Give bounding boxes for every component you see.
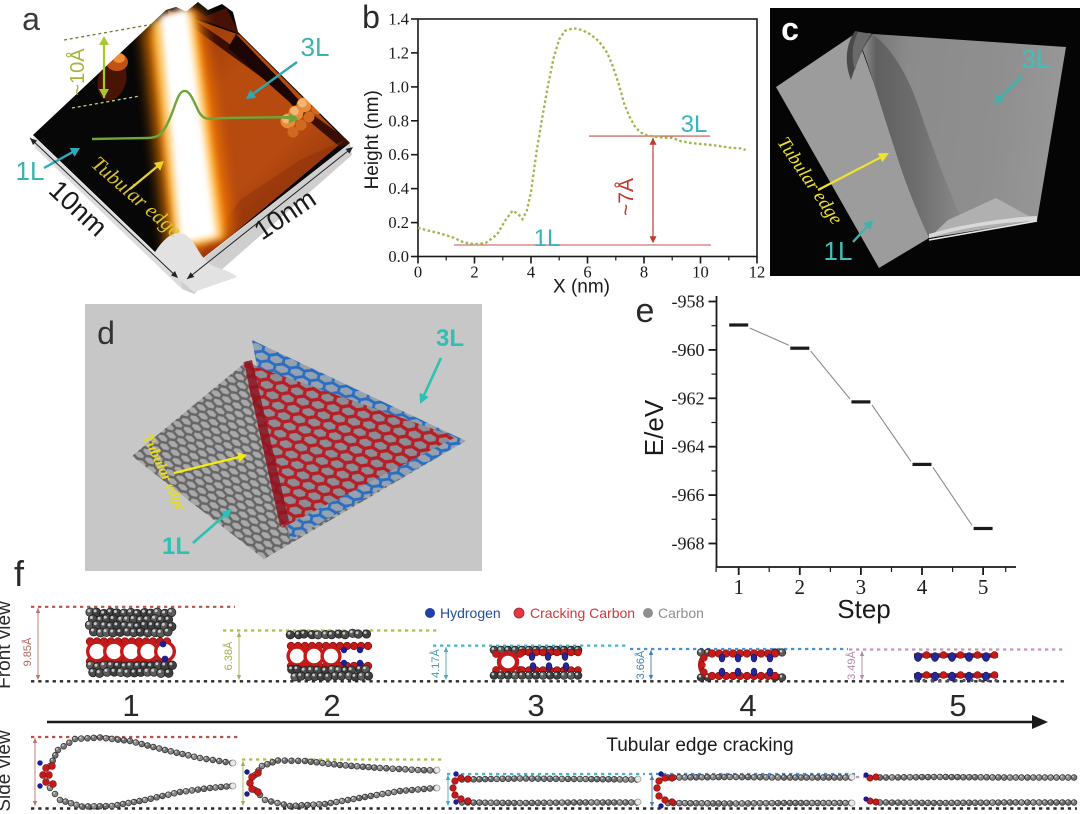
svg-text:5: 5 <box>978 575 989 599</box>
svg-text:e: e <box>636 292 655 330</box>
svg-text:0.2: 0.2 <box>388 213 409 232</box>
svg-text:-968: -968 <box>672 534 705 554</box>
svg-text:1.4: 1.4 <box>388 10 409 29</box>
svg-text:1.2: 1.2 <box>388 43 409 62</box>
svg-text:12: 12 <box>749 263 766 282</box>
svg-text:1L: 1L <box>534 225 561 252</box>
svg-text:0.4: 0.4 <box>388 179 409 198</box>
svg-text:~10Å: ~10Å <box>66 48 89 96</box>
svg-text:0.0: 0.0 <box>388 247 409 266</box>
svg-text:b: b <box>362 0 380 35</box>
svg-text:Tubular edge cracking: Tubular edge cracking <box>606 735 793 756</box>
svg-text:4.17Å: 4.17Å <box>429 648 442 677</box>
svg-text:3.49Å: 3.49Å <box>845 650 858 679</box>
svg-text:3: 3 <box>856 575 867 599</box>
svg-text:2: 2 <box>470 263 478 282</box>
svg-text:10: 10 <box>692 263 709 282</box>
svg-text:1L: 1L <box>162 533 190 560</box>
svg-text:1L: 1L <box>16 156 45 186</box>
svg-text:Height (nm): Height (nm) <box>362 90 383 189</box>
svg-text:1.0: 1.0 <box>388 77 409 96</box>
svg-text:8: 8 <box>640 263 648 282</box>
svg-text:3.66Å: 3.66Å <box>634 650 647 679</box>
svg-text:f: f <box>14 553 25 594</box>
svg-text:4: 4 <box>739 688 756 723</box>
svg-text:-958: -958 <box>672 292 705 312</box>
svg-text:c: c <box>781 11 799 47</box>
svg-text:3: 3 <box>527 688 544 723</box>
svg-text:6.38Å: 6.38Å <box>222 641 235 670</box>
svg-text:Step: Step <box>837 594 891 624</box>
svg-text:-962: -962 <box>672 388 705 408</box>
svg-text:a: a <box>22 1 40 37</box>
svg-text:9.85Å: 9.85Å <box>21 637 34 666</box>
svg-text:1: 1 <box>122 688 139 723</box>
svg-text:-964: -964 <box>672 437 705 457</box>
svg-text:Carbon: Carbon <box>658 605 704 621</box>
svg-text:3L: 3L <box>436 325 464 352</box>
svg-text:Front view: Front view <box>0 601 15 689</box>
svg-text:4: 4 <box>917 575 928 599</box>
svg-text:Cracking Carbon: Cracking Carbon <box>530 605 635 621</box>
svg-text:1: 1 <box>733 575 744 599</box>
svg-text:-960: -960 <box>672 340 705 360</box>
svg-text:5: 5 <box>949 688 966 723</box>
svg-text:3L: 3L <box>681 111 708 138</box>
svg-text:3L: 3L <box>1022 44 1051 74</box>
svg-text:d: d <box>97 315 115 351</box>
svg-text:0.8: 0.8 <box>388 111 409 130</box>
svg-text:2: 2 <box>795 575 806 599</box>
svg-text:6: 6 <box>583 263 591 282</box>
svg-text:E/eV: E/eV <box>639 399 669 456</box>
svg-text:1L: 1L <box>824 236 853 266</box>
svg-text:~7Å: ~7Å <box>615 178 638 216</box>
svg-text:0.6: 0.6 <box>388 145 409 164</box>
svg-text:Hydrogen: Hydrogen <box>440 605 501 621</box>
svg-text:3L: 3L <box>301 32 330 62</box>
svg-text:-966: -966 <box>672 485 705 505</box>
svg-text:2: 2 <box>323 688 340 723</box>
svg-text:4: 4 <box>527 263 535 282</box>
svg-text:X (nm): X (nm) <box>553 277 610 298</box>
svg-text:Side view: Side view <box>0 730 15 812</box>
svg-text:0: 0 <box>414 263 422 282</box>
